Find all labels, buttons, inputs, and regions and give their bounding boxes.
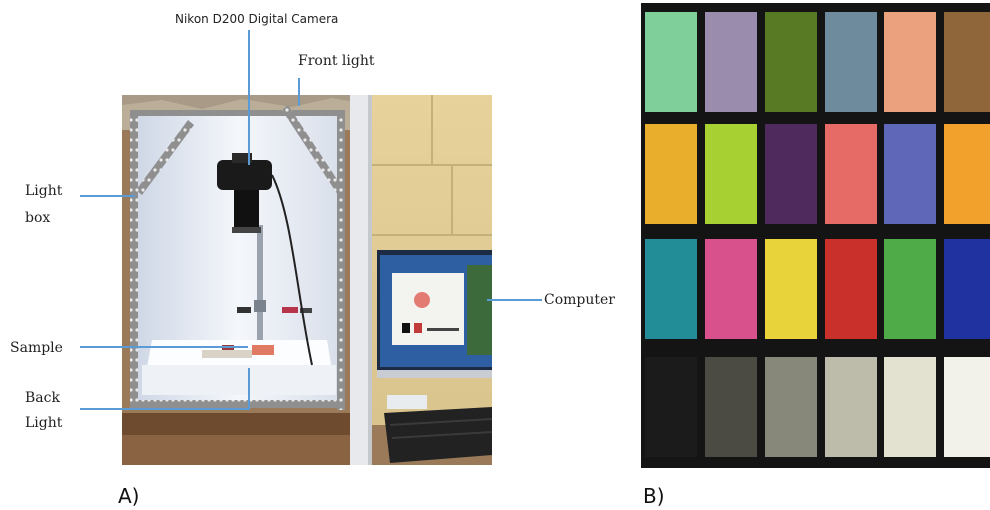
color-checker-chart bbox=[641, 3, 990, 468]
front-light-label: Front light bbox=[298, 53, 375, 69]
lightbox-setup-illustration bbox=[122, 95, 492, 465]
light-box-leader-line bbox=[80, 195, 135, 197]
sample-label: Sample bbox=[10, 340, 63, 356]
color-patch-r2-c4 bbox=[825, 124, 877, 224]
back-light-leader-vertical bbox=[248, 368, 250, 410]
color-patch-r4-c3 bbox=[765, 357, 817, 457]
color-patch-r2-c6 bbox=[944, 124, 990, 224]
color-patch-r3-c6 bbox=[944, 239, 990, 339]
lightbox-setup-photo bbox=[122, 95, 492, 465]
color-patch-r1-c1 bbox=[645, 12, 697, 112]
color-patch-r3-c2 bbox=[705, 239, 757, 339]
sample-leader-line bbox=[80, 346, 248, 348]
color-patch-r3-c1 bbox=[645, 239, 697, 339]
back-light-label-line2: Light bbox=[25, 415, 63, 431]
color-patch-r2-c1 bbox=[645, 124, 697, 224]
light-box-label-line1: Light bbox=[25, 183, 63, 199]
color-patch-r3-c4 bbox=[825, 239, 877, 339]
computer-leader-line bbox=[487, 299, 542, 301]
camera-leader-line bbox=[248, 30, 250, 165]
color-patch-r1-c5 bbox=[884, 12, 936, 112]
color-patch-r4-c2 bbox=[705, 357, 757, 457]
color-patch-r3-c5 bbox=[884, 239, 936, 339]
computer-label: Computer bbox=[544, 292, 615, 308]
color-patch-r1-c2 bbox=[705, 12, 757, 112]
back-light-leader-line bbox=[80, 408, 248, 410]
color-patch-r2-c2 bbox=[705, 124, 757, 224]
panel-b-letter: B) bbox=[643, 484, 665, 508]
camera-label: Nikon D200 Digital Camera bbox=[175, 12, 339, 26]
light-box-label-line2: box bbox=[25, 210, 51, 226]
color-patch-r4-c1 bbox=[645, 357, 697, 457]
color-patch-r1-c6 bbox=[944, 12, 990, 112]
color-patch-r4-c4 bbox=[825, 357, 877, 457]
color-patch-r4-c6 bbox=[944, 357, 990, 457]
color-patch-r3-c3 bbox=[765, 239, 817, 339]
panel-a-letter: A) bbox=[118, 484, 140, 508]
color-patch-r1-c4 bbox=[825, 12, 877, 112]
front-light-leader-line bbox=[298, 78, 300, 106]
color-patch-r1-c3 bbox=[765, 12, 817, 112]
color-patch-r2-c5 bbox=[884, 124, 936, 224]
color-patch-r2-c3 bbox=[765, 124, 817, 224]
color-patch-r4-c5 bbox=[884, 357, 936, 457]
back-light-label-line1: Back bbox=[25, 390, 60, 406]
